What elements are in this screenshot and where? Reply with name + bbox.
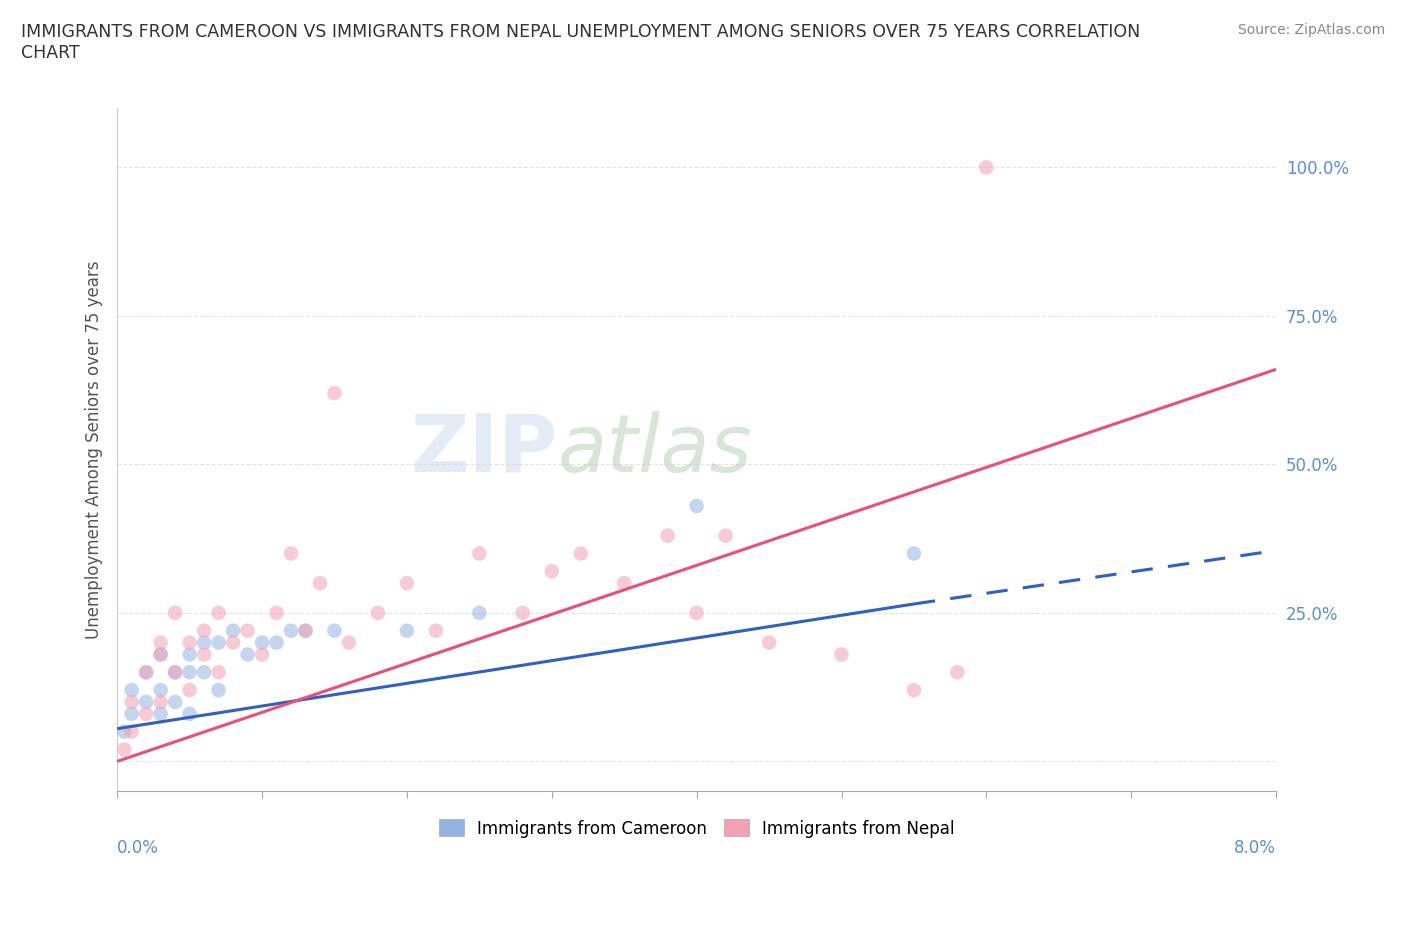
Point: [114, 724, 136, 739]
Point: [149, 647, 172, 662]
Point: [179, 635, 201, 650]
Point: [165, 665, 187, 680]
Point: [179, 665, 201, 680]
Point: [121, 724, 143, 739]
Text: 8.0%: 8.0%: [1234, 839, 1277, 857]
Point: [367, 605, 389, 620]
Point: [250, 635, 273, 650]
Point: [135, 695, 157, 710]
Point: [831, 647, 853, 662]
Point: [425, 623, 447, 638]
Point: [250, 647, 273, 662]
Point: [468, 546, 491, 561]
Point: [540, 564, 562, 578]
Point: [266, 605, 288, 620]
Point: [179, 683, 201, 698]
Point: [193, 665, 215, 680]
Text: ZIP: ZIP: [411, 410, 558, 488]
Point: [903, 546, 925, 561]
Point: [468, 605, 491, 620]
Point: [657, 528, 679, 543]
Legend: Immigrants from Cameroon, Immigrants from Nepal: Immigrants from Cameroon, Immigrants fro…: [432, 813, 962, 844]
Point: [946, 665, 969, 680]
Point: [714, 528, 737, 543]
Point: [149, 707, 172, 722]
Point: [165, 665, 187, 680]
Point: [903, 683, 925, 698]
Point: [758, 635, 780, 650]
Point: [294, 623, 316, 638]
Point: [207, 635, 229, 650]
Text: 0.0%: 0.0%: [117, 839, 159, 857]
Point: [323, 623, 346, 638]
Point: [685, 605, 707, 620]
Point: [294, 623, 316, 638]
Point: [149, 695, 172, 710]
Point: [165, 605, 187, 620]
Point: [207, 665, 229, 680]
Point: [207, 605, 229, 620]
Point: [149, 635, 172, 650]
Point: [395, 576, 418, 591]
Point: [149, 683, 172, 698]
Point: [193, 623, 215, 638]
Point: [323, 386, 346, 401]
Point: [280, 623, 302, 638]
Text: atlas: atlas: [558, 410, 752, 488]
Point: [121, 707, 143, 722]
Point: [569, 546, 592, 561]
Point: [222, 635, 245, 650]
Y-axis label: Unemployment Among Seniors over 75 years: Unemployment Among Seniors over 75 years: [86, 260, 103, 639]
Point: [121, 695, 143, 710]
Point: [222, 623, 245, 638]
Point: [309, 576, 332, 591]
Point: [121, 683, 143, 698]
Point: [976, 160, 998, 175]
Point: [236, 623, 259, 638]
Point: [179, 707, 201, 722]
Point: [193, 635, 215, 650]
Point: [613, 576, 636, 591]
Point: [135, 665, 157, 680]
Point: [149, 647, 172, 662]
Point: [236, 647, 259, 662]
Point: [512, 605, 534, 620]
Text: IMMIGRANTS FROM CAMEROON VS IMMIGRANTS FROM NEPAL UNEMPLOYMENT AMONG SENIORS OVE: IMMIGRANTS FROM CAMEROON VS IMMIGRANTS F…: [21, 23, 1140, 62]
Point: [685, 498, 707, 513]
Point: [114, 742, 136, 757]
Text: Source: ZipAtlas.com: Source: ZipAtlas.com: [1237, 23, 1385, 37]
Point: [266, 635, 288, 650]
Point: [179, 647, 201, 662]
Point: [207, 683, 229, 698]
Point: [395, 623, 418, 638]
Point: [280, 546, 302, 561]
Point: [135, 707, 157, 722]
Point: [193, 647, 215, 662]
Point: [165, 695, 187, 710]
Point: [337, 635, 360, 650]
Point: [135, 665, 157, 680]
